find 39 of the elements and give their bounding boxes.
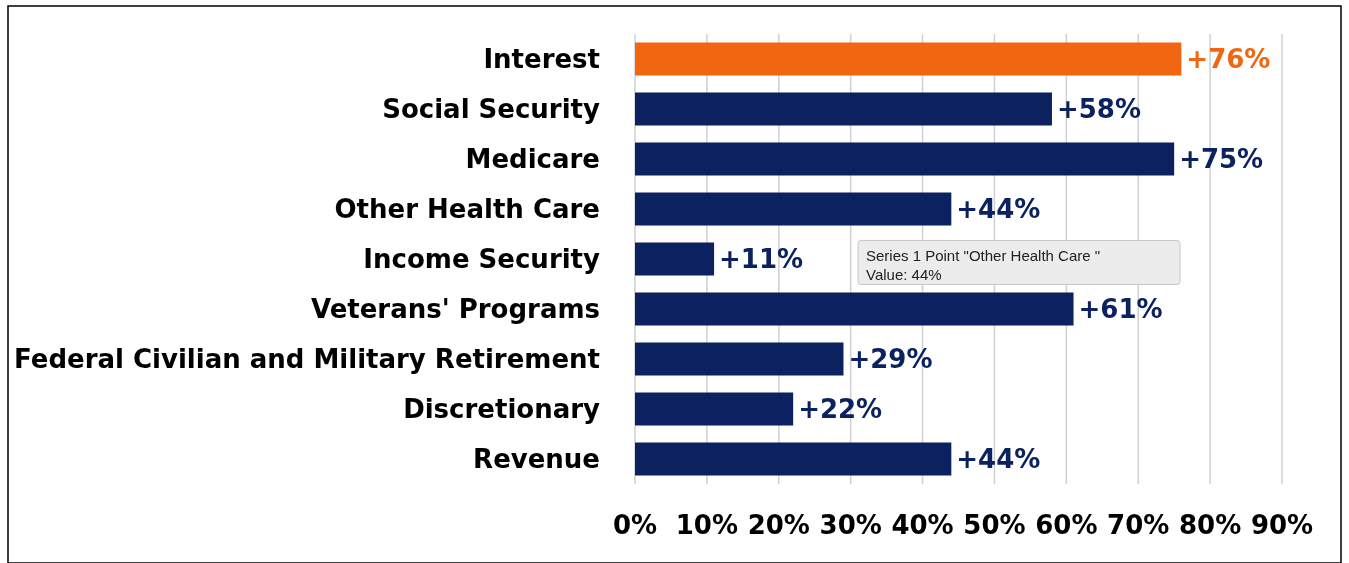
y-tick-label: Social Security <box>382 94 601 125</box>
bar <box>635 42 1182 76</box>
y-tick-label: Discretionary <box>403 394 601 425</box>
y-tick-label: Medicare <box>465 144 600 175</box>
x-tick-label: 0% <box>612 510 658 541</box>
x-tick-label: 70% <box>1107 510 1170 541</box>
x-tick-label: 10% <box>675 510 739 541</box>
x-tick-label: 60% <box>1035 510 1098 541</box>
bar <box>635 142 1175 176</box>
y-tick-label: Revenue <box>473 444 600 475</box>
data-label: +61% <box>1078 294 1163 325</box>
y-tick-label: Income Security <box>363 244 601 275</box>
x-tick-label: 30% <box>819 510 882 541</box>
data-label: +44% <box>956 194 1041 225</box>
data-label: +44% <box>956 444 1041 475</box>
y-tick-label: Other Health Care <box>334 194 600 225</box>
bar <box>635 92 1052 126</box>
data-label: +29% <box>848 344 933 375</box>
bar <box>635 442 952 476</box>
data-label: +58% <box>1056 94 1141 125</box>
x-tick-label: 90% <box>1250 510 1314 541</box>
data-label: +75% <box>1179 144 1264 175</box>
bar <box>635 292 1074 326</box>
y-tick-label: Veterans' Programs <box>310 294 600 325</box>
x-tick-label: 50% <box>963 510 1026 541</box>
x-tick-label: 40% <box>891 510 954 541</box>
bar <box>635 342 844 376</box>
bar <box>635 242 715 276</box>
y-tick-label: Federal Civilian and Military Retirement <box>14 344 600 375</box>
data-label: +76% <box>1186 44 1271 75</box>
annotation: Value: 44% <box>866 265 942 283</box>
x-tick-label: 80% <box>1178 510 1242 541</box>
x-tick-label: 20% <box>747 510 810 541</box>
bar <box>635 192 952 226</box>
y-tick-label: Interest <box>483 44 600 75</box>
data-label: +11% <box>719 244 804 275</box>
annotation: Series 1 Point "Other Health Care " <box>866 246 1101 264</box>
bar <box>635 392 794 426</box>
data-label: +22% <box>798 394 883 425</box>
